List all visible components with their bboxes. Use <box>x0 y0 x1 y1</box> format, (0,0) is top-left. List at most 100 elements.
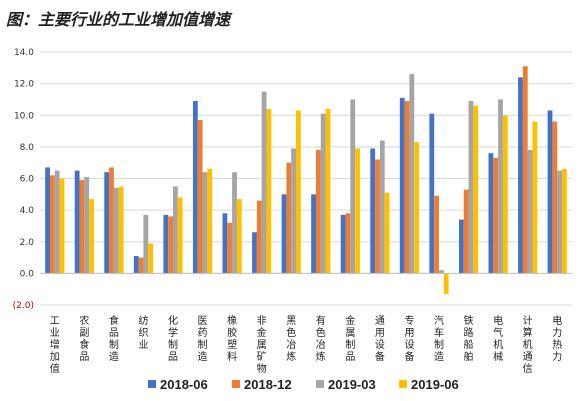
bar-2019-03-专用设备 <box>409 74 415 274</box>
category-label: 通用设备 <box>375 315 385 363</box>
y-tick-label: 4.0 <box>20 206 35 216</box>
bar-2019-06-黑色冶炼 <box>296 110 301 274</box>
legend-label: 2018-06 <box>160 377 208 392</box>
bar-2018-12-黑色冶炼 <box>286 162 292 274</box>
chart-title: 图：主要行业的工业增加值增速 <box>6 10 231 29</box>
bar-2019-06-汽车制造 <box>443 273 449 294</box>
y-tick-label: 6.0 <box>20 175 35 185</box>
category-label: 电气机械 <box>493 314 503 363</box>
legend-swatch-2018-06 <box>148 380 156 388</box>
bar-2018-12-计算机通信 <box>522 66 528 274</box>
bar-2019-06-电力热力 <box>562 169 567 274</box>
bar-2019-03-纺织业 <box>143 214 149 274</box>
y-tick-label: 12.0 <box>14 80 34 90</box>
bar-2018-06-橡胶塑料 <box>222 213 228 274</box>
bar-2018-12-通用设备 <box>375 159 380 274</box>
legend-swatch-2018-12 <box>232 380 240 388</box>
legend-swatch-2019-06 <box>399 380 407 388</box>
bar-2019-03-计算机通信 <box>527 150 533 274</box>
bar-2018-06-食品制造 <box>104 172 110 274</box>
bar-2018-06-专用设备 <box>399 97 405 274</box>
bar-2019-03-工业增加值 <box>54 170 60 274</box>
bar-2019-06-工业增加值 <box>59 178 65 274</box>
category-label: 工业增加值 <box>50 316 60 375</box>
legend-label: 2019-06 <box>411 377 459 392</box>
bar-2019-03-食品制造 <box>113 187 119 274</box>
legend-label: 2019-03 <box>328 377 376 392</box>
bar-2019-06-金属制品 <box>355 148 360 274</box>
legend-label: 2018-12 <box>244 377 292 392</box>
bar-2019-03-电气机械 <box>498 99 503 274</box>
bar-2018-12-金属制品 <box>345 213 351 274</box>
bar-2019-03-橡胶塑料 <box>232 172 237 274</box>
bar-2018-12-橡胶塑料 <box>227 222 233 274</box>
bar-2018-12-有色冶炼 <box>315 150 321 274</box>
bar-2019-03-通用设备 <box>379 140 385 274</box>
bar-2019-03-铁路船舶 <box>468 101 474 274</box>
bar-2019-06-电气机械 <box>502 115 508 274</box>
bar-2019-06-纺织业 <box>148 243 154 274</box>
y-tick-label: (2.0) <box>13 301 34 311</box>
bar-2019-03-金属制品 <box>350 99 356 274</box>
bar-2018-12-食品制造 <box>109 167 114 274</box>
bar-2019-06-农副食品 <box>89 199 94 274</box>
y-tick-label: 10.0 <box>14 111 34 121</box>
bar-2019-03-有色冶炼 <box>320 113 326 274</box>
bar-2018-06-汽车制造 <box>429 113 435 274</box>
bar-2019-06-非金属矿物 <box>266 108 272 274</box>
bar-2018-06-铁路船舶 <box>458 219 464 274</box>
bar-2018-06-纺织业 <box>133 255 139 274</box>
category-label: 有色冶炼 <box>316 314 326 363</box>
bar-2019-06-化学制品 <box>177 197 183 274</box>
category-label: 橡胶塑料 <box>227 314 237 363</box>
bar-2019-03-非金属矿物 <box>261 91 267 274</box>
bar-2018-12-非金属矿物 <box>256 200 262 274</box>
bar-2018-12-汽车制造 <box>434 195 439 274</box>
category-label: 食品制造 <box>109 314 119 363</box>
bar-2019-06-食品制造 <box>118 186 124 274</box>
bar-2019-06-铁路船舶 <box>473 105 479 274</box>
y-tick-label: 8.0 <box>20 143 35 153</box>
category-label: 金属制品 <box>345 314 355 363</box>
bar-2019-06-计算机通信 <box>532 121 538 274</box>
bar-2018-12-工业增加值 <box>49 175 55 274</box>
bar-2018-06-通用设备 <box>370 148 376 274</box>
y-tick-label: 0.0 <box>20 269 35 279</box>
category-label: 纺织业 <box>138 314 148 351</box>
bar-2018-12-农副食品 <box>79 180 85 274</box>
category-label: 铁路船舶 <box>464 314 474 363</box>
bar-2018-06-有色冶炼 <box>311 194 316 274</box>
bar-2018-06-电气机械 <box>488 153 494 274</box>
category-label: 汽车制造 <box>434 314 444 363</box>
y-tick-label: 2.0 <box>20 238 35 248</box>
legend-swatch-2019-03 <box>316 380 324 388</box>
bar-2019-03-黑色冶炼 <box>291 148 297 274</box>
category-label: 医药制造 <box>198 315 208 363</box>
bar-2018-06-医药制造 <box>192 101 198 274</box>
bar-2018-06-工业增加值 <box>45 167 50 274</box>
bar-2019-03-化学制品 <box>173 186 178 274</box>
bar-2018-06-电力热力 <box>547 110 553 274</box>
bar-2019-03-农副食品 <box>84 176 90 274</box>
bar-2018-12-医药制造 <box>197 119 203 274</box>
bar-2018-06-农副食品 <box>74 170 80 274</box>
category-label: 专用设备 <box>404 314 414 363</box>
bar-2019-06-有色冶炼 <box>325 108 331 274</box>
category-label: 电力热力 <box>552 314 562 363</box>
y-tick-label: 14.0 <box>14 48 34 58</box>
category-label: 计算机通信 <box>523 314 533 375</box>
bar-2019-03-电力热力 <box>557 170 563 274</box>
bar-2019-06-专用设备 <box>414 142 420 274</box>
bar-2018-06-计算机通信 <box>518 77 523 274</box>
bar-2018-06-非金属矿物 <box>252 232 257 274</box>
bar-2018-12-纺织业 <box>138 257 144 274</box>
bar-2019-06-通用设备 <box>384 192 390 274</box>
bar-2018-06-黑色冶炼 <box>281 194 287 274</box>
bar-2019-06-医药制造 <box>207 169 213 274</box>
bar-2019-06-橡胶塑料 <box>236 199 242 274</box>
bar-2018-12-铁路船舶 <box>463 189 469 274</box>
category-label: 非金属矿物 <box>257 315 267 375</box>
bar-2019-03-汽车制造 <box>439 270 444 274</box>
